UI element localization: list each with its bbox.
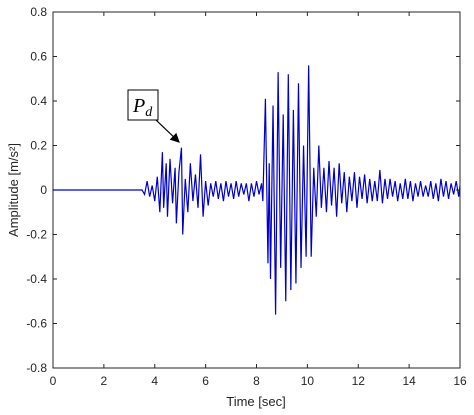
x-axis-label: Time [sec]	[226, 394, 285, 409]
y-tick-label: -0.2	[26, 228, 47, 242]
x-tick-label: 8	[253, 374, 260, 388]
annotation: Pd	[132, 95, 153, 120]
x-tick-label: 12	[352, 374, 366, 388]
annotation-box	[127, 89, 159, 121]
y-tick-label: -0.4	[26, 272, 47, 286]
x-tick-label: 6	[202, 374, 209, 388]
waveform-line	[53, 65, 461, 315]
x-tick-label: 10	[301, 374, 315, 388]
y-tick-label: -0.8	[26, 361, 47, 375]
x-tick-label: 2	[101, 374, 108, 388]
y-tick-label: 0	[40, 183, 47, 197]
x-tick-label: 0	[50, 374, 57, 388]
annotation-arrow	[155, 119, 180, 143]
y-tick-label: -0.6	[26, 317, 47, 331]
y-tick-label: 0.8	[30, 5, 47, 19]
annotation-subscript: d	[145, 105, 153, 120]
y-tick-label: 0.4	[30, 94, 47, 108]
y-tick-label: 0.2	[30, 139, 47, 153]
x-tick-label: 16	[453, 374, 467, 388]
y-axis-label: Amplitude [m/s²]	[6, 143, 21, 237]
x-tick-label: 14	[402, 374, 416, 388]
x-tick-label: 4	[151, 374, 158, 388]
y-tick-label: 0.6	[30, 50, 47, 64]
annotation-symbol: P	[132, 95, 145, 117]
